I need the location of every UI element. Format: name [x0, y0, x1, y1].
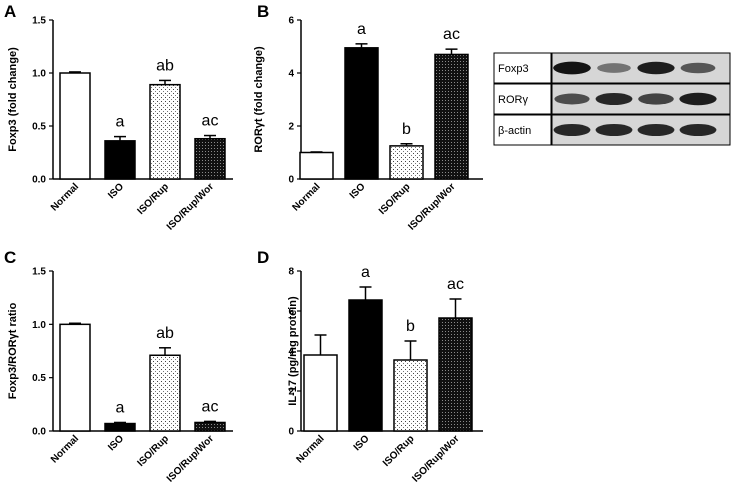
- panel-d-category-label: ISO: [352, 433, 372, 453]
- panel-d-y-tick-label: 0: [288, 427, 294, 438]
- panel-a-bar-iso: [104, 140, 136, 180]
- panel-b-y-tick-label: 0: [288, 175, 294, 186]
- panel-b-chart: B RORγt (fold change) 0 2 4 6 Normal a ISO b ISO/R…: [253, 2, 483, 233]
- panel-c-category-label: Normal: [49, 433, 81, 465]
- panel-c-annotation: ac: [202, 398, 219, 415]
- panel-b-y-tick-label: 2: [288, 122, 294, 133]
- blot-band: [679, 92, 717, 106]
- blot-band: [553, 123, 591, 137]
- panel-a-annotation: ab: [156, 57, 174, 74]
- panel-d-annotation: ac: [447, 276, 464, 293]
- panel-b-bar-iso-rup-wor: [434, 53, 469, 180]
- panel-d-letter: D: [257, 248, 269, 267]
- panel-d-category-label: ISO/Rup: [381, 433, 417, 469]
- panel-b-annotation: a: [357, 21, 366, 38]
- panel-d-y-tick-label: 8: [288, 267, 294, 278]
- panel-c-annotation: ab: [156, 325, 174, 342]
- panel-d-annotation: b: [406, 318, 415, 335]
- panel-b-bar-iso-rup: [389, 145, 424, 180]
- panel-b-y-tick-label: 4: [288, 69, 294, 80]
- blot-label-rorg: RORγ: [498, 94, 528, 106]
- panel-c-y-tick-label: 1.0: [32, 320, 46, 331]
- blot-label-foxp3: Foxp3: [498, 63, 529, 75]
- panel-b-bar-normal: [299, 151, 334, 180]
- blot-band: [637, 123, 675, 137]
- blot-band: [679, 123, 717, 137]
- panel-c-category-label: ISO: [106, 433, 126, 453]
- blot-band: [595, 123, 633, 137]
- blot-band: [638, 93, 674, 105]
- panel-b-annotation: ac: [443, 26, 460, 43]
- blot-label-beta-actin: β-actin: [498, 125, 531, 137]
- panel-a-annotation: a: [116, 114, 125, 131]
- panel-a-y-axis-label: Foxp3 (fold change): [7, 47, 19, 152]
- panel-a-category-label: ISO/Rup: [135, 181, 171, 217]
- panel-d-annotation: a: [361, 264, 370, 281]
- blot-band: [554, 93, 590, 105]
- panel-c-category-label: ISO/Rup/Wor: [165, 433, 216, 484]
- panel-c-bar-normal: [59, 323, 91, 432]
- panel-d-category-label: Normal: [294, 433, 326, 465]
- panel-c-category-label: ISO/Rup: [135, 433, 171, 469]
- panel-a-chart: A Foxp3 (fold change) 0.0 0.5 1.0 1.5 Normal a I…: [4, 2, 233, 233]
- panel-c-y-tick-label: 1.5: [32, 267, 46, 278]
- panel-d-y-axis-label: IL-17 (pg/mg protein): [287, 296, 299, 406]
- blot-band: [680, 62, 716, 74]
- panel-c-bar-iso-rup: [149, 354, 181, 432]
- panel-d-bar-iso-rup: [393, 359, 428, 432]
- panel-b-category-label: ISO/Rup: [377, 181, 413, 217]
- panel-c-bar-iso: [104, 422, 136, 432]
- panel-b-bar-iso: [344, 47, 379, 180]
- panel-b-category-label: ISO/Rup/Wor: [406, 181, 457, 232]
- panel-a-y-tick-label: 0.5: [32, 122, 46, 133]
- panel-a-letter: A: [4, 2, 16, 21]
- blot-band: [597, 63, 631, 73]
- panel-a-y-tick-label: 1.5: [32, 16, 46, 27]
- panel-a-bar-normal: [59, 72, 91, 180]
- panel-d-y-tick-label: 2: [288, 387, 294, 398]
- panel-a-y-tick-label: 0.0: [32, 175, 46, 186]
- panel-d-bar-iso-rup-wor: [438, 317, 473, 432]
- panel-a-category-label: Normal: [49, 181, 81, 213]
- blot-band: [595, 92, 633, 106]
- western-blot: Foxp3 RORγ β-actin: [493, 52, 731, 146]
- panel-c-y-tick-label: 0.5: [32, 373, 46, 384]
- panel-d-bar-normal: [303, 354, 338, 432]
- panel-b-category-label: Normal: [290, 181, 322, 213]
- panel-c-chart: C Foxp3/RORγt ratio 0.0 0.5 1.0 1.5 Normal a ISO…: [4, 248, 233, 485]
- panel-a-category-label: ISO/Rup/Wor: [165, 181, 216, 232]
- panel-d-bar-iso: [348, 299, 383, 432]
- blot-band: [553, 61, 591, 75]
- panel-c-annotation: a: [116, 399, 125, 416]
- panel-c-letter: C: [4, 248, 16, 267]
- panel-a-bar-iso-rup-wor: [194, 137, 226, 180]
- panel-a-bar-iso-rup: [149, 83, 181, 180]
- panel-b-annotation: b: [402, 121, 411, 138]
- panel-a-y-tick-label: 1.0: [32, 69, 46, 80]
- panel-d-y-tick-label: 6: [288, 307, 294, 318]
- panel-b-category-label: ISO: [348, 181, 368, 201]
- panel-d-chart: D IL-17 (pg/mg protein) 0 2 4 6 8 Normal a ISO b IS…: [257, 248, 483, 485]
- panel-b-y-axis-label: RORγt (fold change): [253, 46, 265, 153]
- blot-band: [637, 61, 675, 75]
- panel-c-y-axis-label: Foxp3/RORγt ratio: [7, 302, 19, 399]
- panel-d-y-tick-label: 4: [288, 347, 294, 358]
- panel-a-category-label: ISO: [106, 181, 126, 201]
- panel-b-y-tick-label: 6: [288, 16, 294, 27]
- panel-c-bar-iso-rup-wor: [194, 421, 226, 432]
- panel-c-y-tick-label: 0.0: [32, 427, 46, 438]
- panel-b-letter: B: [257, 2, 269, 21]
- panel-d-category-label: ISO/Rup/Wor: [410, 433, 461, 484]
- panel-a-annotation: ac: [202, 113, 219, 130]
